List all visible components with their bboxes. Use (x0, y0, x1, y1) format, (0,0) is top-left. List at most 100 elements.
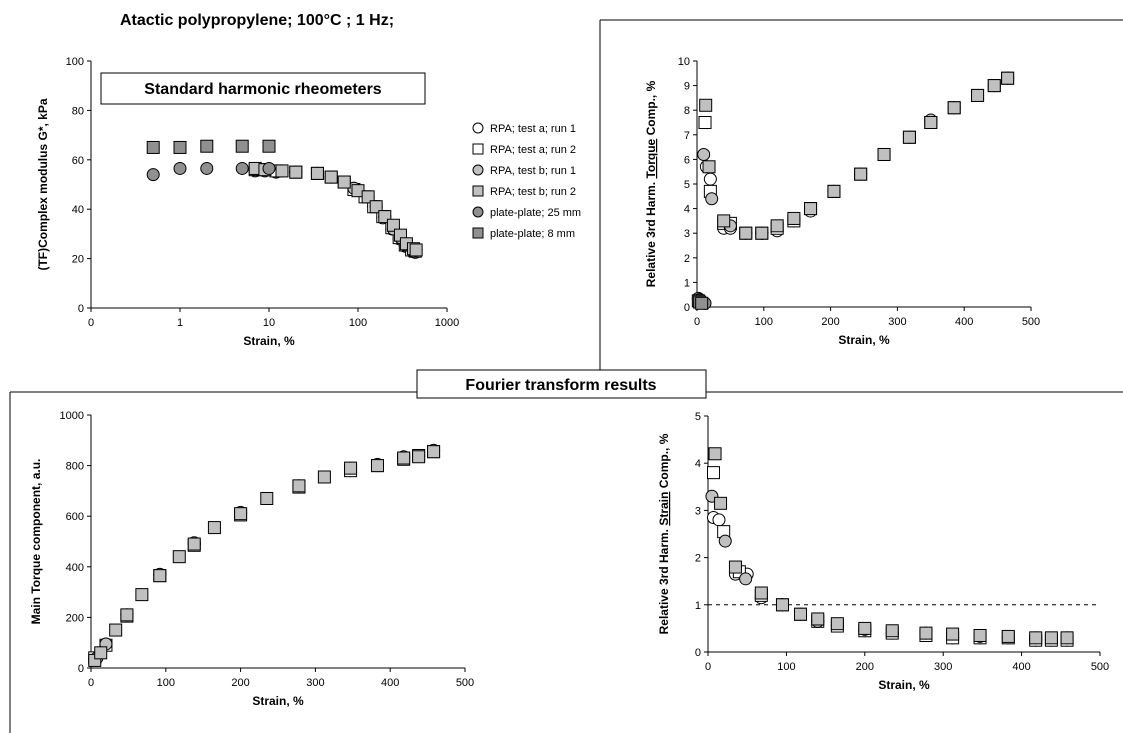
y-tick-label: 20 (72, 254, 84, 266)
data-point (262, 139, 276, 153)
data-point (1060, 631, 1074, 645)
data-point (708, 447, 722, 461)
series-rpa-test-b-run-2 (699, 71, 1015, 240)
y-axis-label-part: Relative 3rd Harm. (657, 526, 671, 635)
data-point (714, 496, 728, 510)
data-point (858, 621, 872, 635)
data-point (947, 101, 961, 115)
data-point (409, 243, 423, 257)
x-tick-label: 200 (821, 316, 839, 328)
y-tick-label: 200 (66, 612, 84, 624)
y-tick-label: 9 (684, 81, 690, 93)
series-rpa-test-a-run-2 (706, 466, 1074, 647)
x-tick-label: 0 (694, 316, 700, 328)
data-point (703, 172, 717, 186)
y-axis-label: Relative 3rd Harm. Torque Comp., % (644, 80, 658, 287)
data-point (877, 147, 891, 161)
data-point (1001, 71, 1015, 85)
data-point (235, 161, 249, 175)
legend-label: RPA; test a; run 1 (490, 123, 576, 135)
data-point (695, 296, 709, 310)
data-point (987, 79, 1001, 93)
y-axis-label: (TF)Complex modulus G*, kPa (36, 98, 50, 270)
data-point (811, 612, 825, 626)
x-tick-label: 300 (934, 661, 952, 673)
y-tick-label: 2 (684, 253, 690, 265)
legend-label: plate-plate; 8 mm (490, 228, 575, 240)
data-point (794, 607, 808, 621)
data-point (260, 491, 274, 505)
data-point (120, 608, 134, 622)
chart-main-torque: 0 200 400 600 800 1000 0 100 200 300 400 500 Strain,… (29, 410, 474, 708)
series-rpa-test-a-run-1 (699, 71, 1015, 240)
data-point (1001, 629, 1015, 643)
y-axis-label-part: Strain (657, 492, 671, 526)
y-axis-label-part: Torque (644, 138, 658, 178)
y-tick-label: 400 (66, 562, 84, 574)
data-point (187, 537, 201, 551)
data-point (712, 513, 726, 527)
legend-label: RPA, test b; run 1 (490, 165, 576, 177)
section-label: Fourier transform results (416, 369, 707, 399)
y-tick-label: 6 (684, 154, 690, 166)
x-tick-label: 1000 (435, 317, 459, 329)
y-tick-label: 8 (684, 105, 690, 117)
x-tick-label: 0 (88, 317, 94, 329)
x-tick-label: 300 (306, 677, 324, 689)
data-point (292, 479, 306, 493)
data-point (324, 170, 338, 184)
data-point (369, 200, 383, 214)
data-point (109, 623, 123, 637)
data-point (770, 219, 784, 233)
data-point (706, 466, 720, 480)
y-tick-label: 4 (695, 458, 701, 470)
x-tick-label: 100 (755, 316, 773, 328)
y-tick-label: 10 (678, 56, 690, 68)
data-point (827, 184, 841, 198)
data-point (289, 165, 303, 179)
series-plate-plate-25-mm (146, 161, 276, 182)
y-tick-label: 0 (78, 663, 84, 675)
annotation-box (100, 72, 426, 105)
data-point (94, 646, 108, 660)
series-rpa-test-b-run-2 (88, 445, 441, 667)
y-tick-label: 0 (684, 302, 690, 314)
data-point (200, 139, 214, 153)
y-tick-label: 1 (695, 600, 701, 612)
y-tick-label: 60 (72, 155, 84, 167)
x-tick-label: 1 (177, 317, 183, 329)
x-axis-label: Strain, % (878, 678, 930, 692)
data-point (344, 461, 358, 475)
data-point (902, 130, 916, 144)
series-rpa-test-b-run-1 (90, 443, 441, 665)
data-point (1044, 631, 1058, 645)
x-tick-label: 100 (349, 317, 367, 329)
legend-label: plate-plate; 25 mm (490, 207, 581, 219)
x-axis-label: Strain, % (252, 694, 304, 708)
y-tick-label: 7 (684, 130, 690, 142)
legend-entry-rpa-test-a-run-1: RPA; test a; run 1 (472, 122, 576, 135)
data-point (135, 588, 149, 602)
series-rpa-test-a-run-1 (88, 443, 441, 666)
data-point (427, 445, 441, 459)
x-tick-label: 500 (1022, 316, 1040, 328)
data-point (172, 550, 186, 564)
chart-annotation: Standard harmonic rheometers (100, 72, 426, 105)
legend-marker (472, 227, 484, 239)
y-tick-label: 600 (66, 511, 84, 523)
data-point (317, 470, 331, 484)
y-axis-label-part: Comp., % (657, 433, 671, 491)
y-tick-label: 1 (684, 277, 690, 289)
data-point (705, 192, 719, 206)
data-point (146, 168, 160, 182)
legend-entry-rpa-test-b-run-2: RPA; test b; run 2 (472, 185, 576, 198)
data-point (755, 226, 769, 240)
series-rpa-test-b-run-1 (705, 489, 1074, 645)
data-point (775, 598, 789, 612)
legend-marker (472, 143, 484, 155)
data-point (235, 139, 249, 153)
figure-title: Atactic polypropylene; 100°C ; 1 Hz; (120, 12, 394, 29)
data-point (885, 624, 899, 638)
